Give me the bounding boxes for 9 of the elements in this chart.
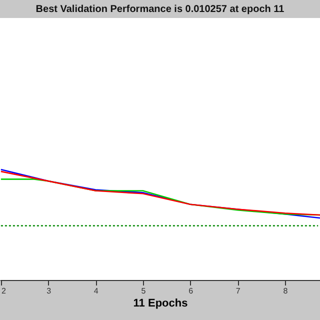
x-tick-label: 4	[94, 286, 99, 296]
chart-title: Best Validation Performance is 0.010257 at epoch 11	[36, 4, 285, 15]
x-tick-label: 7	[236, 286, 241, 296]
x-tick-label: 2	[1, 286, 6, 296]
x-tick-label: 6	[188, 286, 194, 296]
x-tick-label: 3	[46, 286, 52, 296]
x-tick-label: 8	[283, 286, 288, 296]
x-tick-label: 5	[141, 286, 146, 296]
x-axis-title: 11 Epochs	[133, 298, 188, 310]
